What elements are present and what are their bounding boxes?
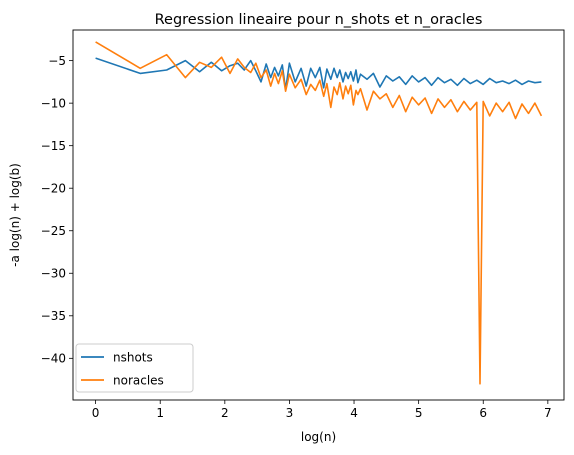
series-line-noracles bbox=[95, 41, 543, 385]
x-tick-label: 5 bbox=[415, 406, 423, 420]
y-axis: −5 −10 −15 −20 −25 −30 −35 −40 bbox=[41, 54, 73, 366]
y-tick-label: −10 bbox=[41, 96, 66, 110]
series-line-nshots bbox=[95, 57, 542, 91]
y-tick-label: −35 bbox=[41, 309, 66, 323]
y-axis-label: -a log(n) + log(b) bbox=[8, 163, 22, 267]
legend: nshots noracles bbox=[75, 343, 194, 393]
y-tick-label: −40 bbox=[41, 352, 66, 366]
y-tick-label: −15 bbox=[41, 139, 66, 153]
x-tick-label: 4 bbox=[350, 406, 358, 420]
y-tick-label: −30 bbox=[41, 267, 66, 281]
x-tick-label: 0 bbox=[92, 406, 100, 420]
legend-box bbox=[75, 343, 194, 393]
x-tick-label: 3 bbox=[286, 406, 294, 420]
x-axis: 0 1 2 3 4 5 6 7 bbox=[92, 400, 552, 420]
x-axis-label: log(n) bbox=[301, 430, 336, 444]
x-tick-label: 6 bbox=[479, 406, 487, 420]
x-tick-label: 2 bbox=[221, 406, 229, 420]
series-layer bbox=[95, 41, 543, 385]
y-tick-label: −20 bbox=[41, 182, 66, 196]
y-tick-label: −5 bbox=[48, 54, 66, 68]
x-tick-label: 1 bbox=[156, 406, 164, 420]
legend-label-nshots: nshots bbox=[113, 351, 153, 365]
x-tick-label: 7 bbox=[544, 406, 552, 420]
plot-frame bbox=[72, 29, 565, 401]
y-tick-label: −25 bbox=[41, 224, 66, 238]
chart-title: Regression lineaire pour n_shots et n_or… bbox=[155, 12, 483, 28]
legend-label-noracles: noracles bbox=[113, 374, 164, 388]
